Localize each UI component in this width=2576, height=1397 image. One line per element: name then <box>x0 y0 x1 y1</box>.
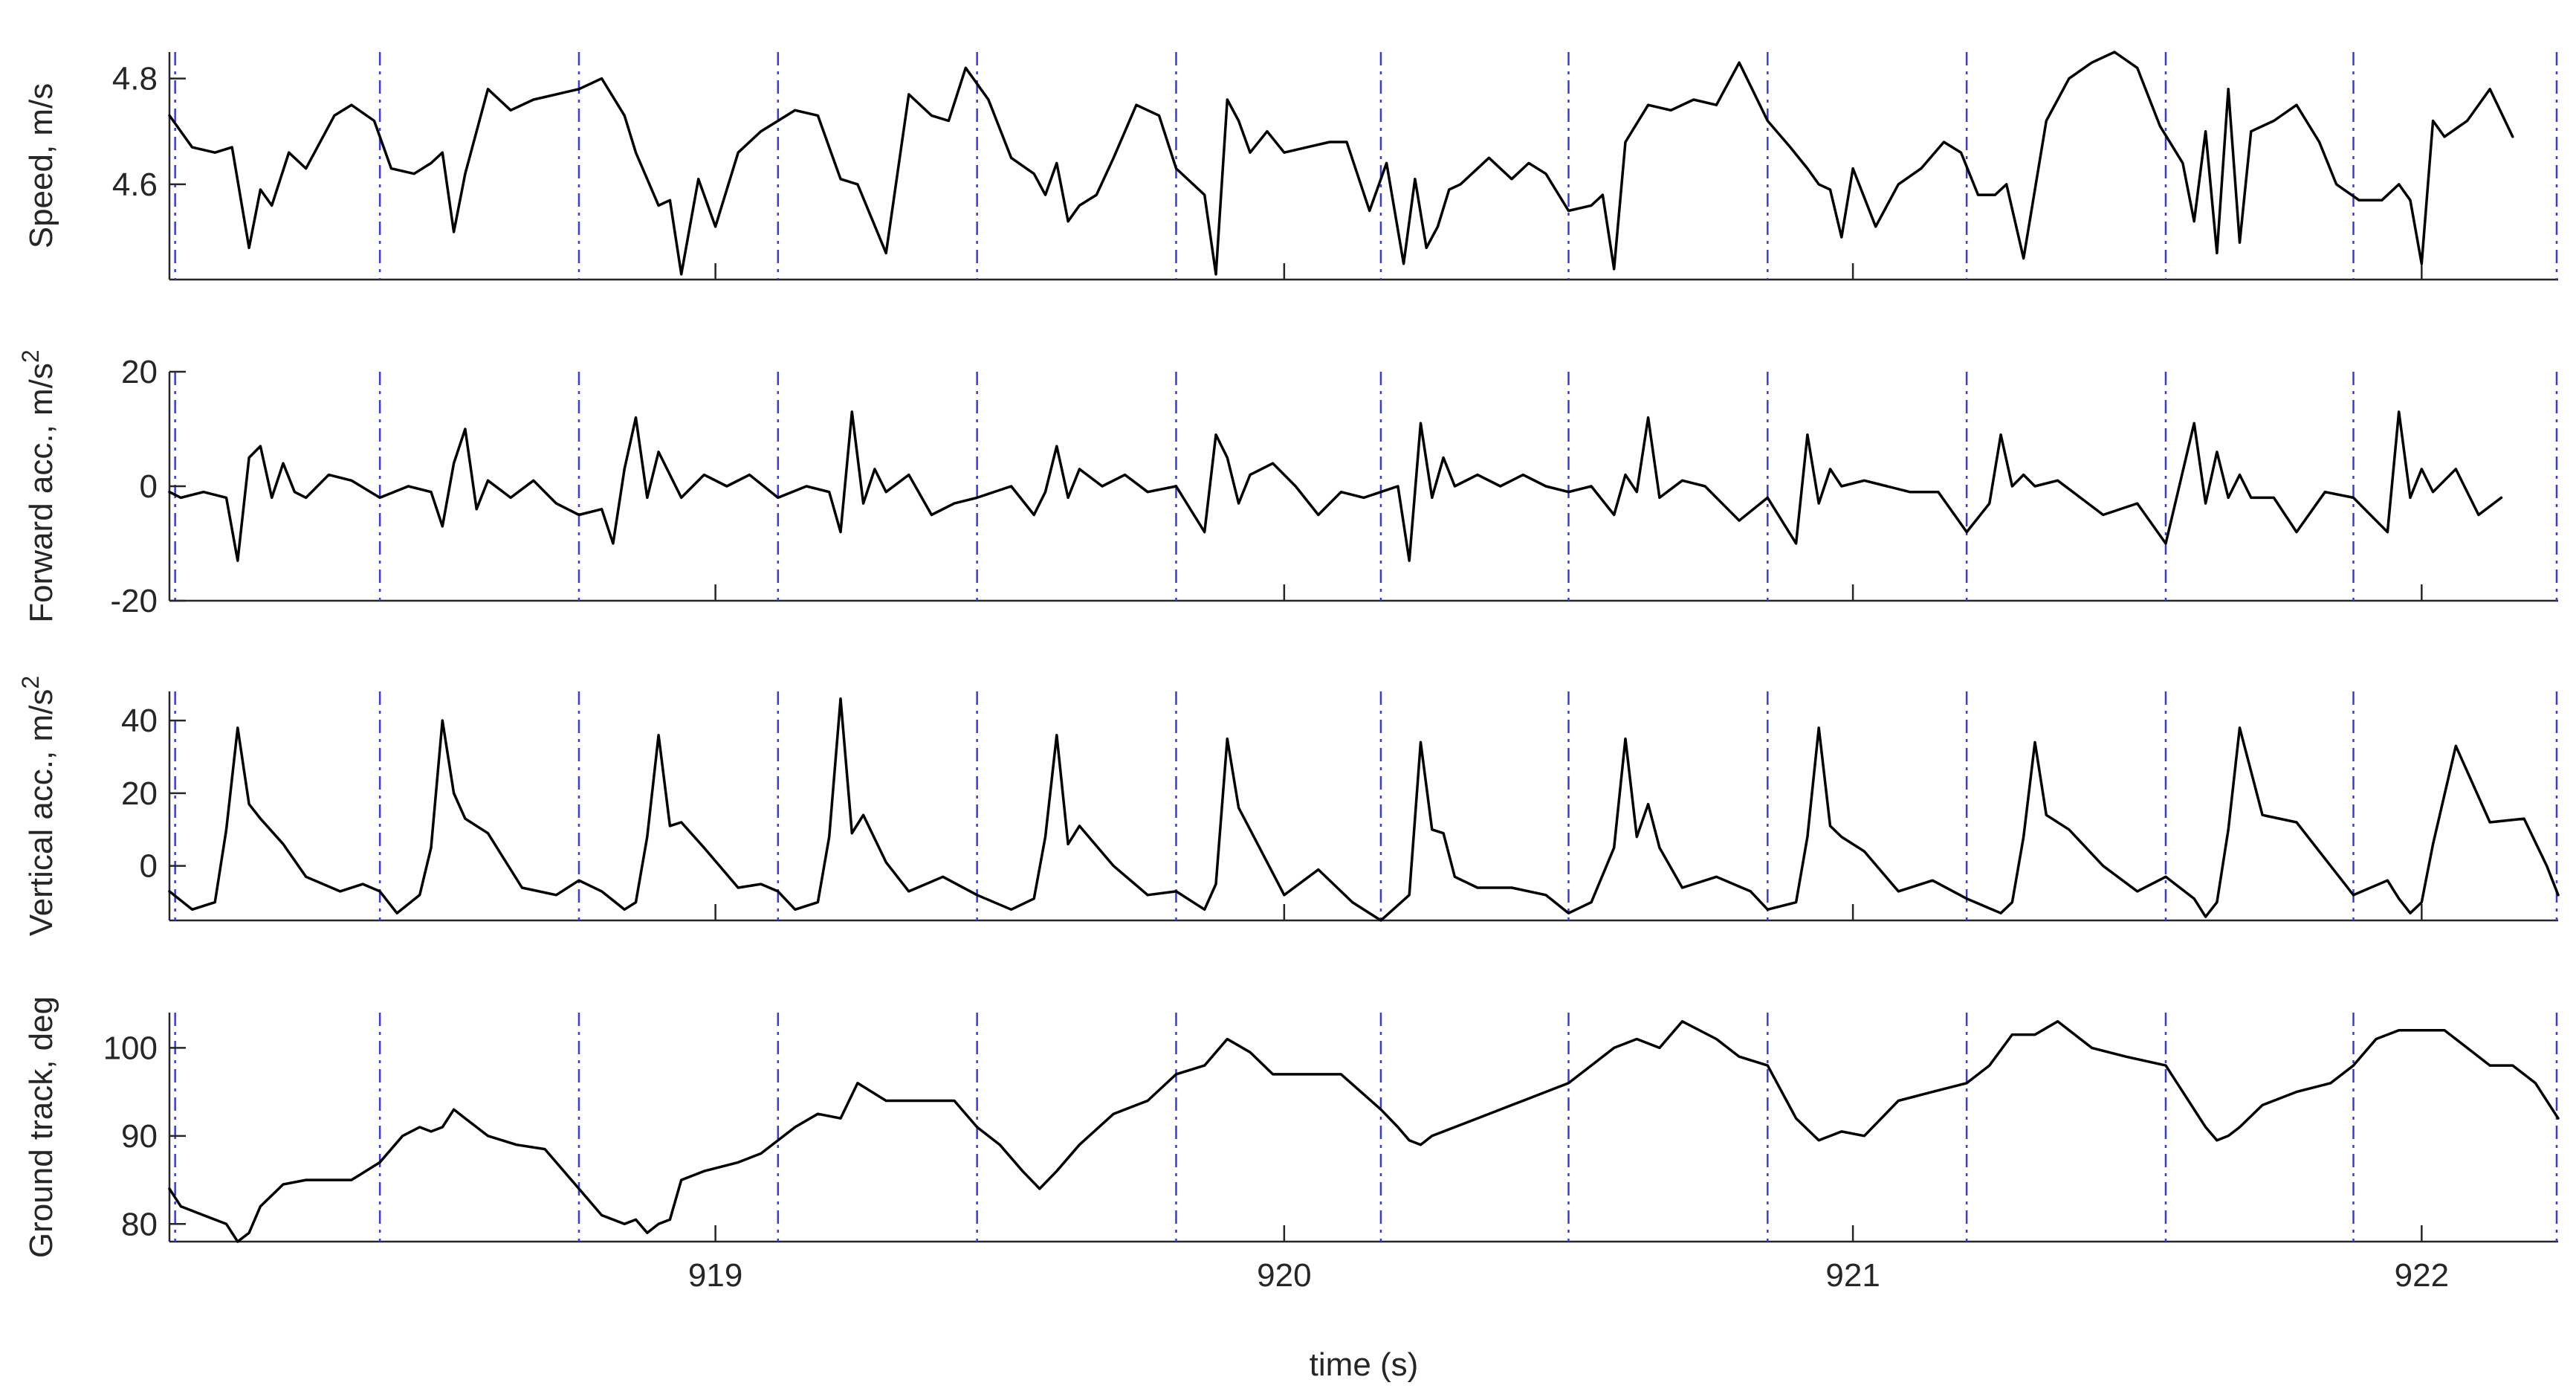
panels: 4.6 4.8 Speed, m/s -20 0 20 Forward acc., m/s2… <box>17 51 2560 1258</box>
forward-acc-series-line <box>168 410 2503 562</box>
ground-track-ytick-label: 80 <box>121 1206 158 1242</box>
speed-ylabel: Speed, m/s <box>23 83 59 249</box>
xlabel: time (s) <box>1310 1346 1419 1383</box>
forward-acc-ytick-label: 0 <box>140 468 158 505</box>
speed-series-line <box>168 51 2514 276</box>
xtick-label: 919 <box>688 1257 742 1294</box>
xtick-label: 920 <box>1257 1257 1311 1294</box>
xtick-label: 922 <box>2395 1257 2449 1294</box>
speed-ytick-label: 4.6 <box>112 167 158 203</box>
forward-acc-ytick-label: -20 <box>110 583 158 619</box>
panel-forward-acc: -20 0 20 Forward acc., m/s2 <box>17 349 2558 623</box>
speed-ytick-label: 4.8 <box>112 61 158 97</box>
vertical-acc-ylabel: Vertical acc., m/s2 <box>17 676 59 936</box>
ground-track-ytick-label: 90 <box>121 1118 158 1155</box>
ground-track-ylabel: Ground track, deg <box>23 996 59 1258</box>
x-axis: 919 920 921 922 time (s) <box>688 1257 2449 1383</box>
vertical-acc-ytick-label: 20 <box>121 775 158 812</box>
panel-ground-track: 80 90 100 Ground track, deg <box>23 996 2560 1258</box>
forward-acc-ytick-label: 20 <box>121 354 158 390</box>
panel-speed: 4.6 4.8 Speed, m/s <box>23 51 2558 281</box>
vertical-acc-ytick-label: 0 <box>140 848 158 885</box>
vertical-acc-series-line <box>168 697 2560 922</box>
xtick-label: 921 <box>1825 1257 1880 1294</box>
vertical-acc-ytick-label: 40 <box>121 703 158 739</box>
ground-track-ytick-label: 100 <box>103 1030 158 1066</box>
ground-track-series-line <box>168 1020 2560 1243</box>
panel-vertical-acc: 0 20 40 Vertical acc., m/s2 <box>17 676 2560 936</box>
forward-acc-ylabel: Forward acc., m/s2 <box>17 349 59 622</box>
